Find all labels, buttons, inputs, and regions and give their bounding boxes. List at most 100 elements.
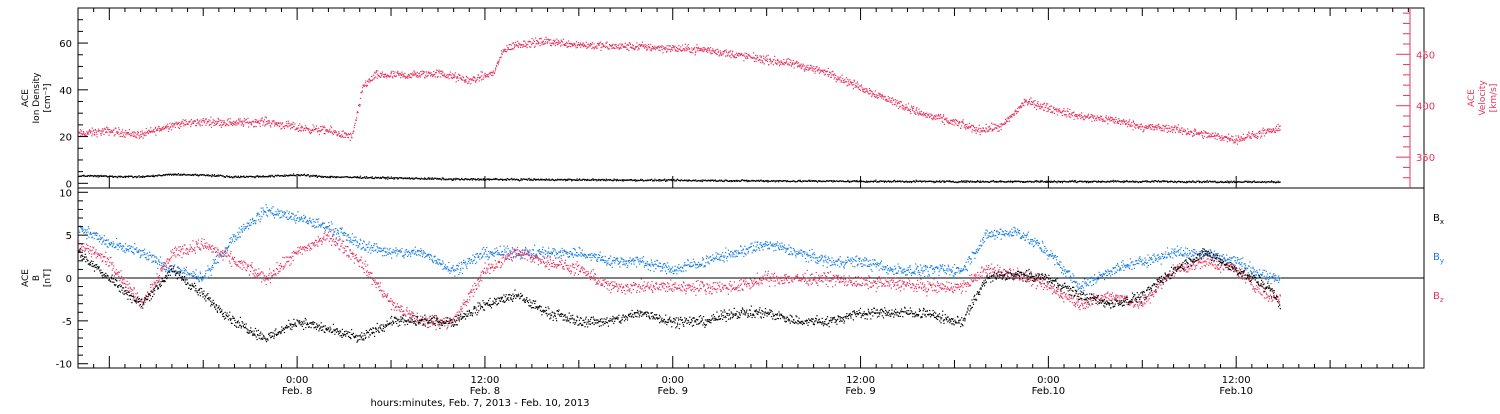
velocity-point-cloud-point [576, 41, 577, 42]
velocity-point-cloud-point [622, 44, 623, 45]
by-point-cloud-point [215, 262, 216, 263]
velocity-point-cloud-point [796, 61, 797, 62]
by-point-cloud-point [116, 238, 117, 239]
by-point-cloud-point [153, 261, 154, 262]
density-point-cloud-point [916, 180, 917, 181]
velocity-point-cloud-point [287, 126, 288, 127]
velocity-point-cloud-point [799, 65, 800, 66]
by-point-cloud-point [159, 264, 160, 265]
velocity-point-cloud-point [313, 124, 314, 125]
density-point-cloud-point [964, 182, 965, 183]
by-point-cloud-point [244, 230, 245, 231]
velocity-point-cloud-point [986, 128, 987, 129]
velocity-point-cloud-point [732, 55, 733, 56]
velocity-point-cloud-point [360, 104, 361, 105]
velocity-point-cloud-point [942, 117, 943, 118]
velocity-point-cloud-point [1069, 113, 1070, 114]
velocity-point-cloud-point [1103, 119, 1104, 120]
velocity-point-cloud-point [957, 121, 958, 122]
velocity-point-cloud-point [615, 44, 616, 45]
velocity-point-cloud-point [1069, 109, 1070, 110]
velocity-point-cloud-point [916, 110, 917, 111]
velocity-point-cloud-point [819, 73, 820, 74]
velocity-point-cloud-point [1237, 144, 1238, 145]
by-point-cloud-point [348, 234, 349, 235]
by-point-cloud-point [271, 208, 272, 209]
velocity-point-cloud-point [107, 129, 108, 130]
velocity-point-cloud-point [763, 56, 764, 57]
velocity-point-cloud-point [390, 76, 391, 77]
density-point-cloud-point [385, 178, 386, 179]
density-point-cloud-point [1234, 181, 1235, 182]
velocity-point-cloud-point [783, 59, 784, 60]
by-point-cloud-point [294, 215, 295, 216]
velocity-point-cloud-point [1054, 113, 1055, 114]
density-point-cloud-point [225, 176, 226, 177]
velocity-point-cloud-point [294, 126, 295, 127]
by-point-cloud-point [283, 216, 284, 217]
velocity-point-cloud-point [696, 44, 697, 45]
velocity-point-cloud-point [155, 135, 156, 136]
velocity-point-cloud-point [580, 43, 581, 44]
velocity-point-cloud-point [975, 129, 976, 130]
by-point-cloud-point [130, 248, 131, 249]
velocity-point-cloud-point [1041, 106, 1042, 107]
velocity-point-cloud-point [865, 88, 866, 89]
by-point-cloud-point [355, 240, 356, 241]
by-point-cloud-point [369, 249, 370, 250]
velocity-point-cloud-point [715, 50, 716, 51]
velocity-point-cloud-point [329, 130, 330, 131]
velocity-point-cloud-point [235, 124, 236, 125]
velocity-point-cloud-point [1166, 125, 1167, 126]
velocity-point-cloud-point [325, 129, 326, 130]
velocity-point-cloud-point [261, 120, 262, 121]
velocity-point-cloud-point [816, 66, 817, 67]
velocity-point-cloud-point [263, 122, 264, 123]
velocity-point-cloud-point [706, 49, 707, 50]
by-point-cloud-point [133, 253, 134, 254]
velocity-point-cloud-point [840, 77, 841, 78]
velocity-point-cloud-point [485, 75, 486, 76]
by-point-cloud-point [370, 247, 371, 248]
velocity-point-cloud-point [982, 130, 983, 131]
density-point-cloud-point [125, 177, 126, 178]
velocity-point-cloud-point [810, 67, 811, 68]
velocity-point-cloud-point [831, 77, 832, 78]
velocity-point-cloud-point [753, 52, 754, 53]
velocity-point-cloud-point [461, 78, 462, 79]
density-point-cloud-point [338, 176, 339, 177]
velocity-point-cloud-point [1255, 135, 1256, 136]
velocity-point-cloud-point [770, 61, 771, 62]
velocity-point-cloud-point [1278, 128, 1279, 129]
velocity-point-cloud-point [703, 47, 704, 48]
velocity-point-cloud-point [282, 122, 283, 123]
velocity-point-cloud-point [744, 56, 745, 57]
velocity-point-cloud-point [360, 98, 361, 99]
velocity-point-cloud-point [142, 132, 143, 133]
velocity-point-cloud-point [1220, 140, 1221, 141]
velocity-point-cloud-point [937, 118, 938, 119]
velocity-point-cloud-point [972, 129, 973, 130]
density-point-cloud-point [976, 181, 977, 182]
by-point-cloud-point [128, 251, 129, 252]
velocity-point-cloud-point [747, 56, 748, 57]
velocity-point-cloud-point [1164, 128, 1165, 129]
velocity-point-cloud-point [647, 49, 648, 50]
velocity-point-cloud-point [384, 77, 385, 78]
velocity-point-cloud-point [780, 64, 781, 65]
velocity-point-cloud-point [1084, 115, 1085, 116]
velocity-point-cloud-point [444, 75, 445, 76]
by-point-cloud-point [283, 215, 284, 216]
velocity-point-cloud-point [1175, 132, 1176, 133]
velocity-point-cloud-point [468, 78, 469, 79]
velocity-point-cloud-point [883, 99, 884, 100]
velocity-point-cloud-point [813, 66, 814, 67]
velocity-point-cloud-point [123, 134, 124, 135]
velocity-point-cloud-point [523, 46, 524, 47]
velocity-point-cloud-point [655, 49, 656, 50]
velocity-point-cloud-point [191, 119, 192, 120]
velocity-point-cloud-point [527, 47, 528, 48]
velocity-point-cloud-point [134, 132, 135, 133]
velocity-point-cloud-point [148, 133, 149, 134]
by-point-cloud-point [157, 263, 158, 264]
